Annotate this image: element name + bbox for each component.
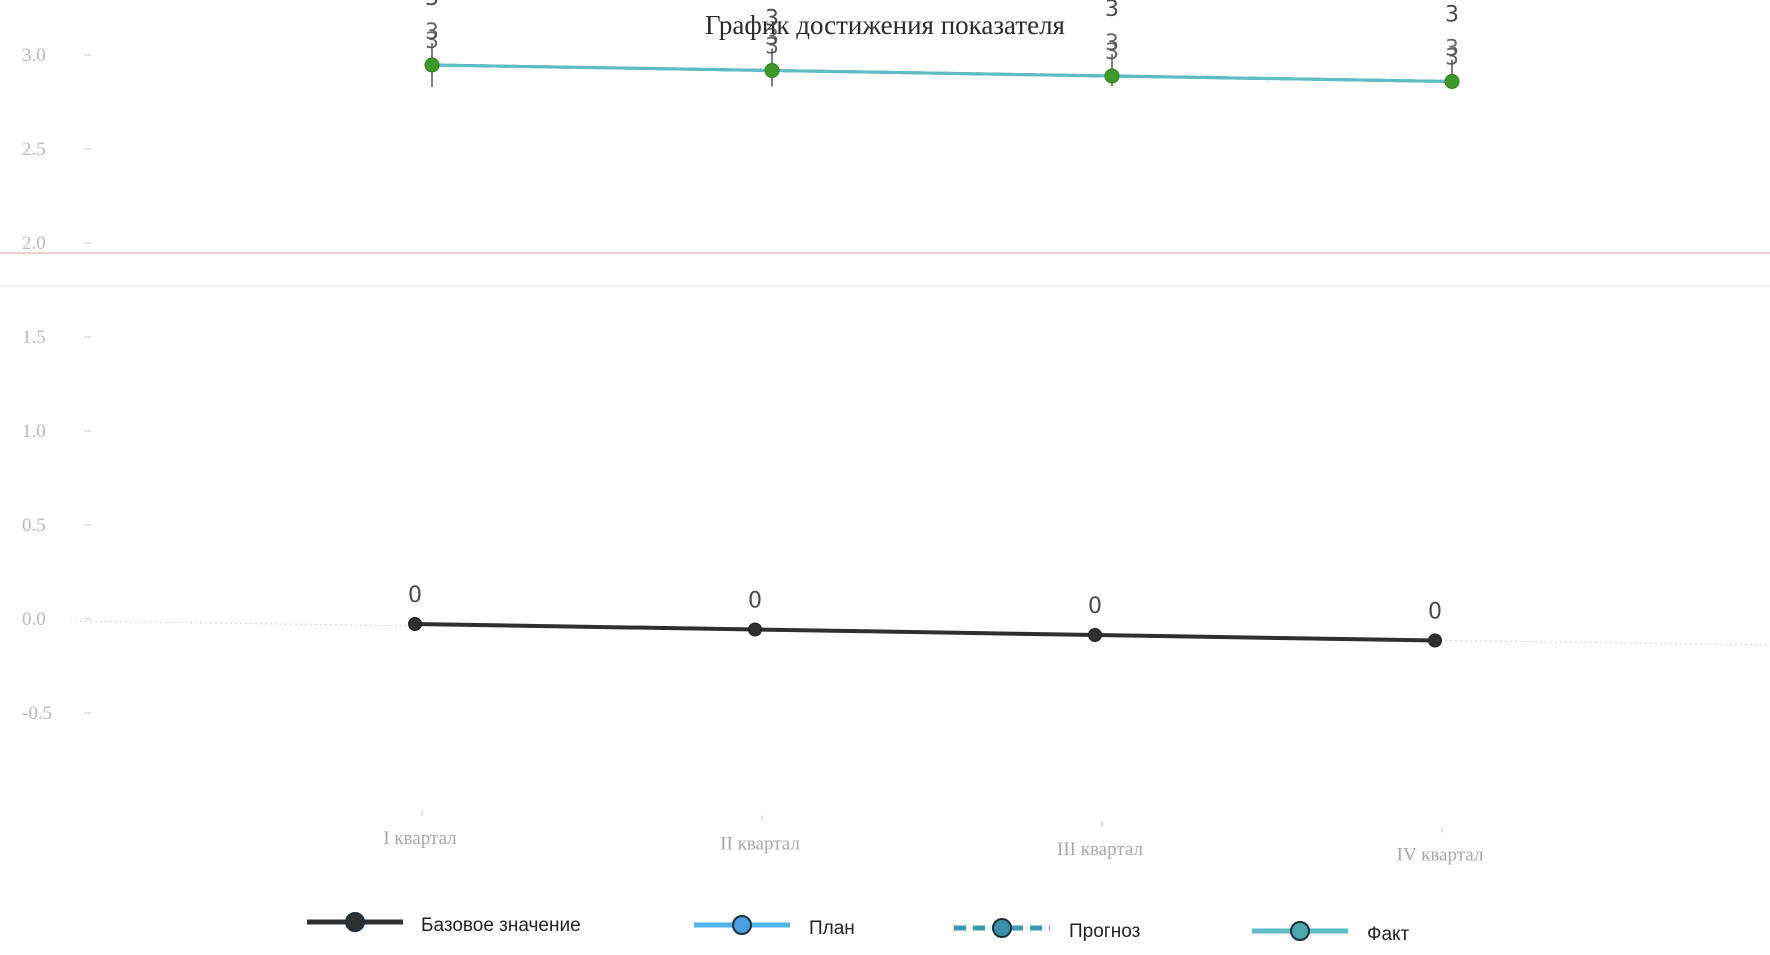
legend-label: Базовое значение	[421, 915, 581, 936]
data-label: 0	[1088, 594, 1102, 619]
data-label: 0	[1428, 600, 1442, 625]
legend-label: Факт	[1367, 924, 1410, 945]
y-tick-label: 2.0	[22, 233, 46, 254]
legend-swatch-marker	[1290, 921, 1310, 941]
legend-swatch-marker	[345, 912, 365, 932]
x-tick-label: IV квартал	[1397, 845, 1484, 866]
data-label: 0	[748, 589, 762, 614]
data-label: 3	[1445, 46, 1459, 71]
fact-point	[764, 63, 780, 78]
series-line-0	[414, 622, 1436, 643]
legend-item[interactable]: План	[692, 908, 1022, 948]
series-line-3	[431, 63, 1453, 83]
data-label: 3	[425, 29, 439, 54]
fact-point	[424, 57, 440, 73]
data-label: 3	[1105, 0, 1119, 22]
data-label: 3	[1445, 37, 1459, 62]
y-tick-label: 1.0	[22, 421, 46, 442]
fact-point	[1104, 68, 1120, 84]
legend-item[interactable]: Базовое значение	[305, 905, 635, 945]
legend-swatch	[954, 918, 1050, 938]
chart-title: График достижения показателя	[705, 10, 1065, 40]
y-tick-label: 1.5	[22, 327, 46, 348]
y-tick-label: 2.5	[22, 139, 46, 160]
y-tick-label: 0.0	[22, 609, 46, 630]
data-label: 3	[425, 0, 439, 11]
legend-item[interactable]: Прогноз	[952, 911, 1282, 951]
data-label: 3	[1105, 40, 1119, 65]
legend-swatch	[307, 912, 403, 932]
legend-swatch-marker	[992, 918, 1012, 938]
data-label: 3	[765, 26, 779, 51]
data-label: 3	[1445, 3, 1459, 28]
base-point	[748, 622, 762, 637]
base-point	[1428, 633, 1442, 648]
data-label: 3	[1105, 31, 1119, 56]
legend-swatch	[1252, 921, 1348, 941]
y-tick-label: 3.0	[22, 45, 46, 66]
legend-swatch-marker	[732, 915, 752, 935]
data-label: 0	[408, 583, 422, 608]
data-label: 3	[765, 35, 779, 60]
fact-point	[1444, 74, 1460, 89]
legend: Базовое значение План Прогноз Факт	[0, 905, 1770, 945]
legend-item[interactable]: Факт	[1250, 914, 1580, 954]
legend-swatch	[694, 915, 790, 935]
y-tick-label: -0.5	[22, 703, 52, 724]
legend-label: План	[809, 918, 855, 939]
y-tick-label: 0.5	[22, 515, 46, 536]
base-point	[408, 617, 422, 631]
legend-label: Прогноз	[1069, 921, 1141, 942]
data-label: 3	[425, 20, 439, 45]
data-label: 3	[765, 7, 779, 32]
base-point	[1088, 628, 1102, 642]
x-tick-label: I квартал	[383, 828, 457, 849]
x-tick-label: III квартал	[1057, 839, 1144, 860]
x-tick-label: II квартал	[720, 834, 800, 855]
